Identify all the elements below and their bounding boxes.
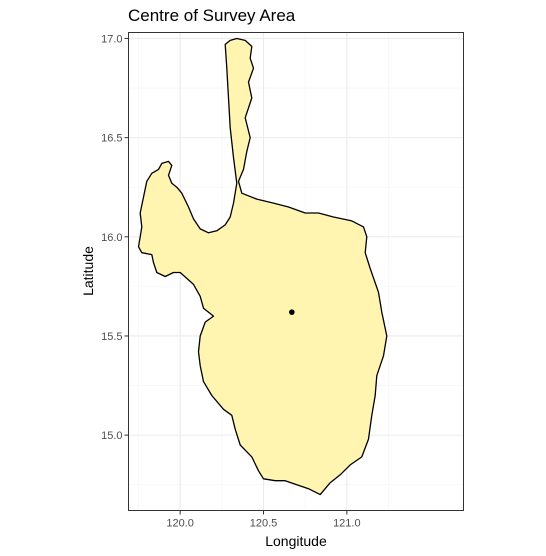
x-axis-title: Longitude	[265, 533, 327, 549]
x-tick-label: 120.5	[250, 518, 278, 530]
y-tick-label: 16.5	[101, 133, 122, 145]
x-tick-label: 121.0	[333, 518, 361, 530]
centre-point-marker	[289, 309, 295, 315]
chart-title: Centre of Survey Area	[128, 6, 296, 25]
panel-border	[128, 32, 464, 511]
y-tick-label: 16.0	[101, 232, 122, 244]
y-tick-label: 17.0	[101, 33, 122, 45]
y-axis-title: Latitude	[80, 246, 96, 296]
survey-area-region	[137, 37, 388, 496]
y-tick-label: 15.0	[101, 430, 122, 442]
x-tick-label: 120.0	[166, 518, 194, 530]
y-tick-label: 15.5	[101, 331, 122, 343]
axis-ticks: 120.0 120.5 121.0 15.0 15.5 16.0 16.5 17.0	[101, 33, 361, 529]
